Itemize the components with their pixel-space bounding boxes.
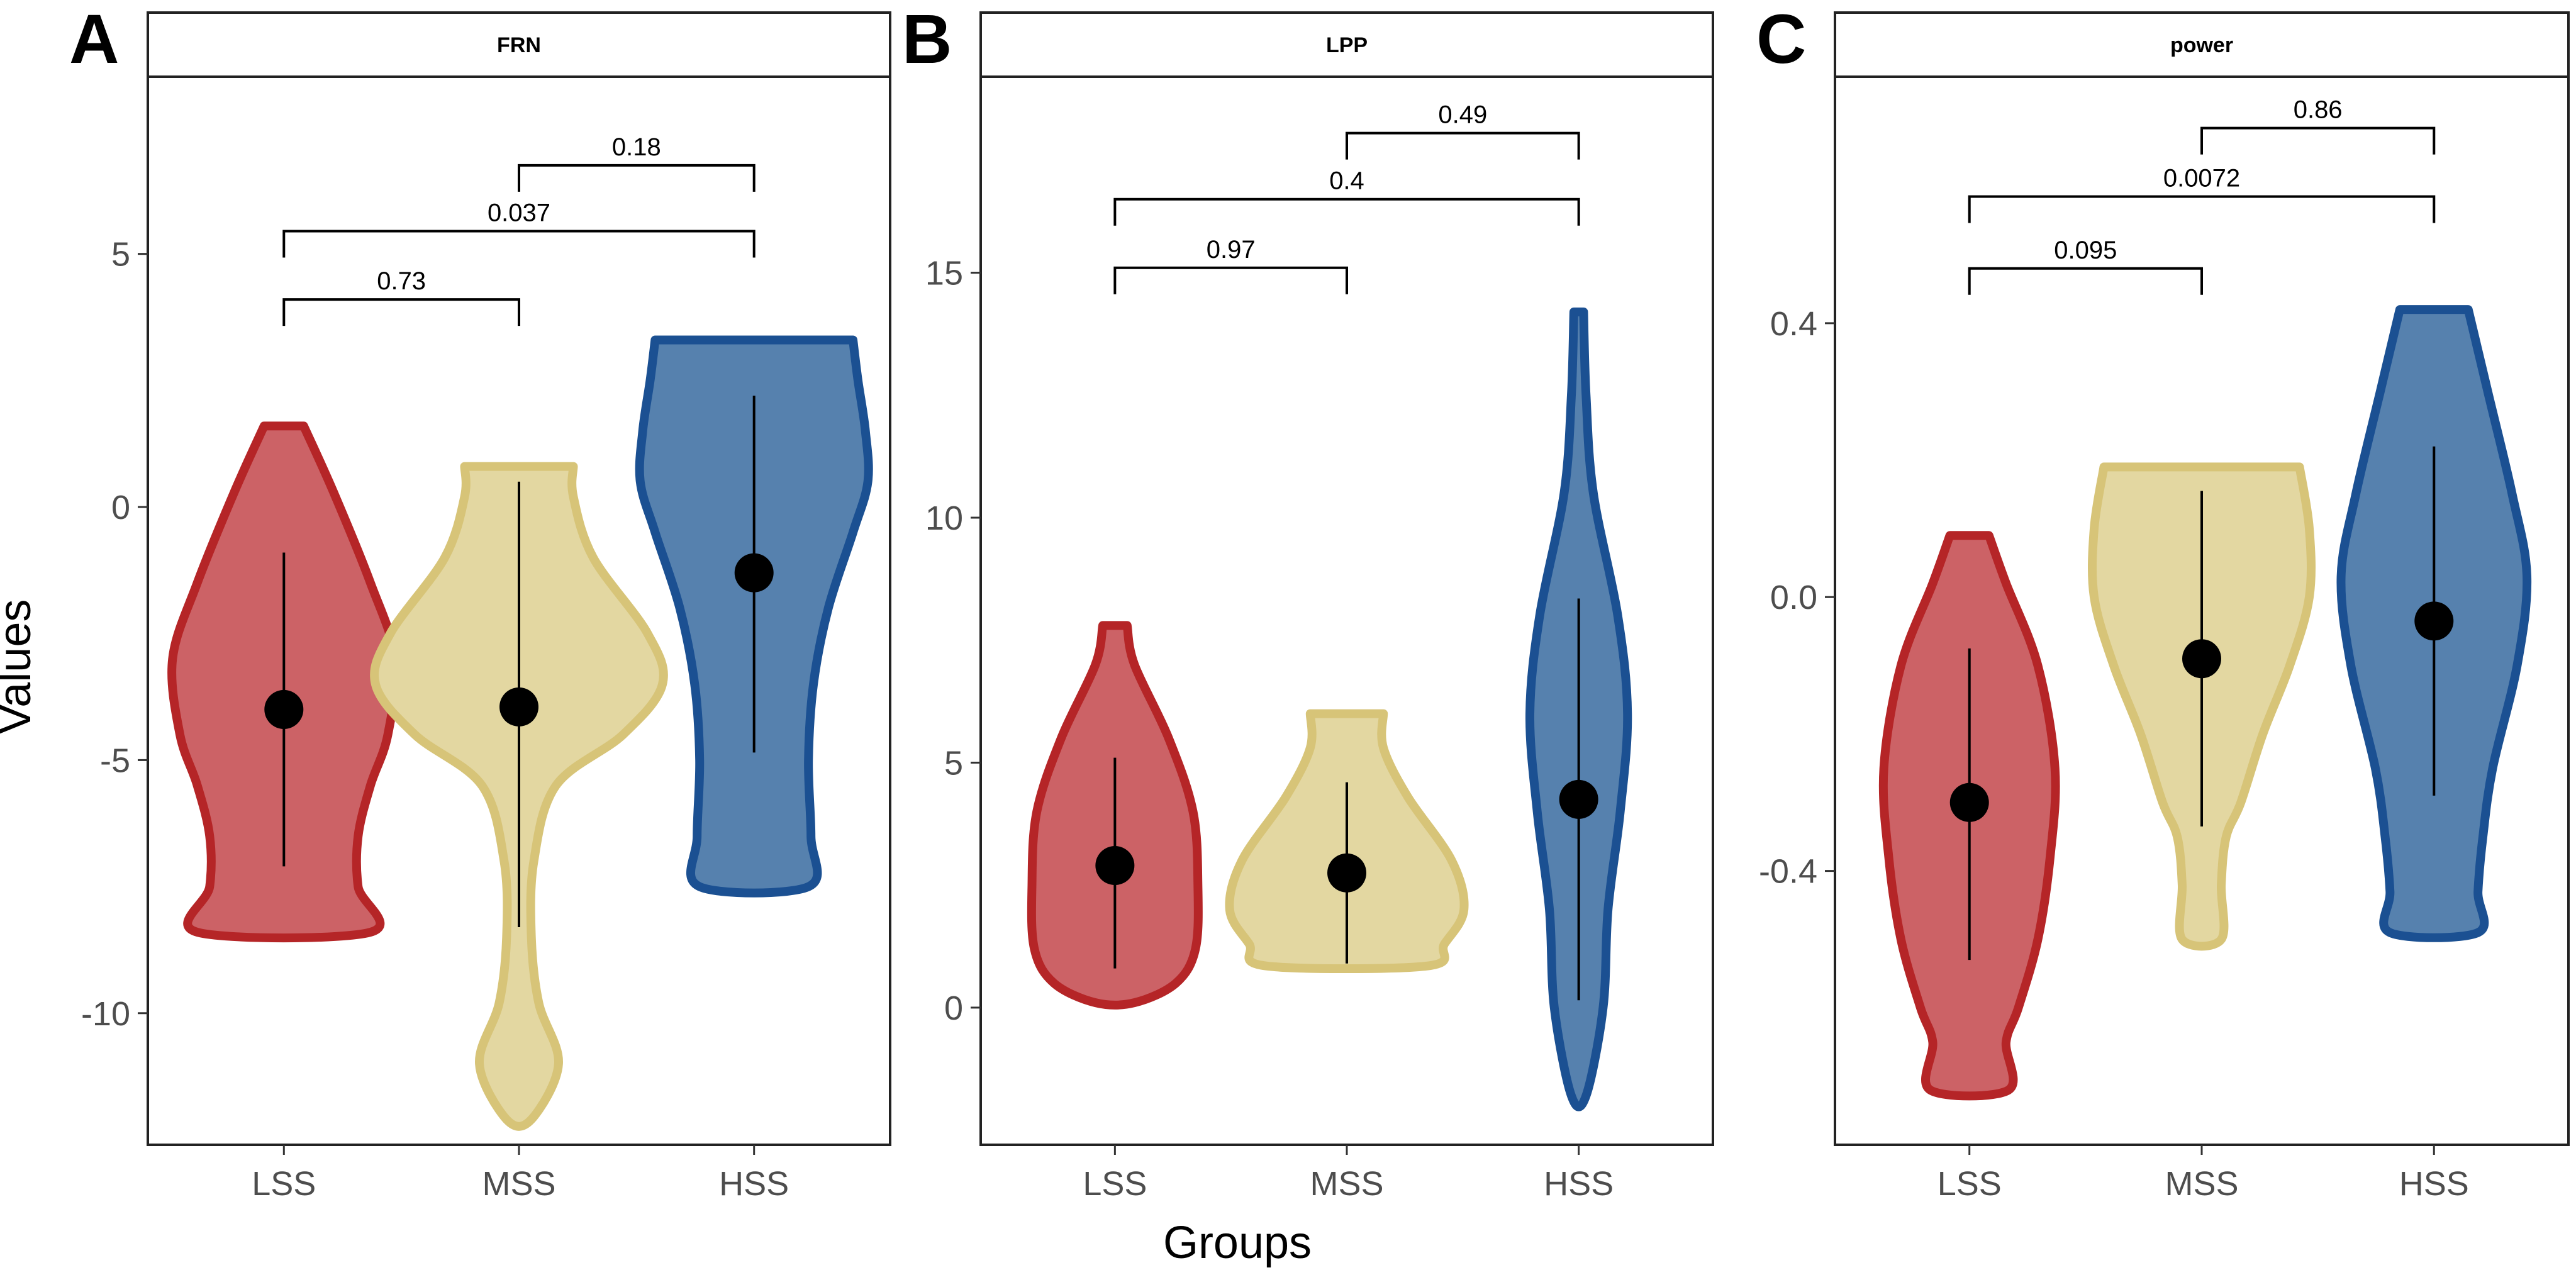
y-tick-label: 15 — [925, 255, 963, 292]
comparison-bracket — [282, 298, 520, 326]
comparison-bracket — [1113, 266, 1348, 294]
mean-point-mss — [499, 687, 538, 727]
y-tick-label: -0.4 — [1759, 853, 1817, 891]
x-tick-label: LSS — [1938, 1165, 2002, 1203]
strip-title: LPP — [1326, 33, 1368, 57]
mean-point-hss — [1559, 779, 1598, 819]
comparison-bracket — [1968, 195, 2436, 223]
x-tick-label: HSS — [2399, 1165, 2469, 1203]
strip-title: FRN — [497, 33, 541, 57]
panel-letter-B: B — [902, 1, 952, 78]
x-axis-title: Groups — [1163, 1218, 1312, 1268]
x-tick-label: MSS — [1310, 1165, 1383, 1203]
y-tick-label: 10 — [925, 499, 963, 537]
p-value-label: 0.095 — [2054, 237, 2117, 264]
y-tick-label: 0 — [111, 489, 130, 526]
mean-point-mss — [2182, 639, 2221, 679]
p-value-label: 0.73 — [377, 267, 426, 295]
p-value-label: 0.037 — [488, 199, 550, 226]
p-value-label: 0.97 — [1207, 236, 1256, 264]
y-axis-title: Values — [0, 599, 40, 735]
panel-letter-C: C — [1756, 1, 1806, 78]
y-tick-label: 0.4 — [1770, 305, 1817, 343]
mean-point-mss — [1327, 853, 1366, 893]
y-tick-label: 0 — [944, 989, 963, 1027]
mean-point-lss — [1095, 846, 1135, 886]
y-tick-label: 0.0 — [1770, 579, 1817, 616]
strip-header-LPP — [979, 11, 1714, 78]
y-tick-label: -5 — [100, 742, 130, 779]
x-tick-label: HSS — [1544, 1165, 1614, 1203]
comparison-bracket — [2200, 126, 2436, 155]
p-value-label: 0.4 — [1329, 167, 1364, 195]
p-value-label: 0.18 — [612, 133, 661, 161]
comparison-bracket — [282, 230, 756, 258]
mean-point-hss — [734, 553, 774, 593]
strip-header-power — [1834, 11, 2570, 78]
comparison-bracket — [1346, 131, 1580, 160]
p-value-label: 0.49 — [1438, 101, 1487, 129]
mean-point-lss — [264, 689, 304, 729]
y-tick-label: 5 — [111, 236, 130, 274]
x-tick-label: LSS — [1083, 1165, 1147, 1203]
x-tick-label: MSS — [482, 1165, 555, 1203]
strip-header-FRN — [147, 11, 891, 78]
p-value-label: 0.86 — [2294, 96, 2343, 124]
comparison-bracket — [1968, 267, 2203, 295]
comparison-bracket — [518, 164, 756, 192]
comparison-bracket — [1113, 198, 1580, 226]
mean-point-hss — [2414, 601, 2454, 641]
x-tick-label: MSS — [2165, 1165, 2238, 1203]
mean-point-lss — [1949, 782, 1989, 822]
strip-title: power — [2170, 33, 2233, 57]
p-value-label: 0.0072 — [2163, 164, 2240, 192]
x-tick-label: HSS — [719, 1165, 789, 1203]
x-tick-label: LSS — [252, 1165, 316, 1203]
y-tick-label: 5 — [944, 744, 963, 782]
panel-letter-A: A — [69, 1, 119, 78]
y-tick-label: -10 — [81, 995, 130, 1033]
